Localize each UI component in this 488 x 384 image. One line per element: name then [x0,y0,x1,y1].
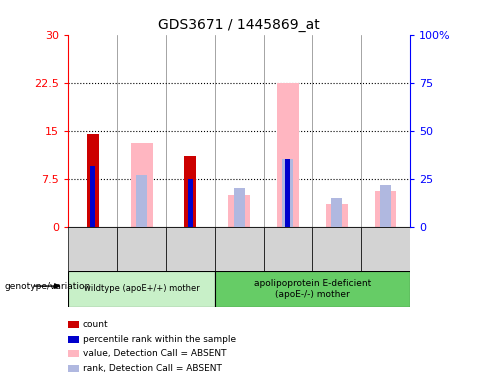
Bar [361,227,410,271]
Text: apolipoprotein E-deficient
(apoE-/-) mother: apolipoprotein E-deficient (apoE-/-) mot… [254,279,371,299]
Bar [117,227,166,271]
Title: GDS3671 / 1445869_at: GDS3671 / 1445869_at [158,18,320,32]
Text: value, Detection Call = ABSENT: value, Detection Call = ABSENT [83,349,226,358]
Bar [380,185,391,227]
Text: rank, Detection Call = ABSENT: rank, Detection Call = ABSENT [83,364,222,373]
Bar [283,159,293,227]
Text: percentile rank within the sample: percentile rank within the sample [83,334,236,344]
Bar [87,134,99,227]
Text: count: count [83,320,109,329]
Text: genotype/variation: genotype/variation [5,281,91,291]
FancyBboxPatch shape [68,271,215,307]
Bar [331,198,342,227]
Bar [184,156,196,227]
Text: wildtype (apoE+/+) mother: wildtype (apoE+/+) mother [83,285,200,293]
Bar [277,83,299,227]
Bar [68,227,117,271]
Bar [326,204,347,227]
Bar [312,227,361,271]
Bar [375,191,396,227]
FancyBboxPatch shape [215,271,410,307]
Bar [136,175,147,227]
Bar [188,179,193,227]
Bar [215,227,264,271]
Bar [285,159,290,227]
Bar [234,188,244,227]
Bar [264,227,312,271]
Bar [228,195,250,227]
Bar [166,227,215,271]
Bar [131,143,152,227]
Bar [90,166,95,227]
